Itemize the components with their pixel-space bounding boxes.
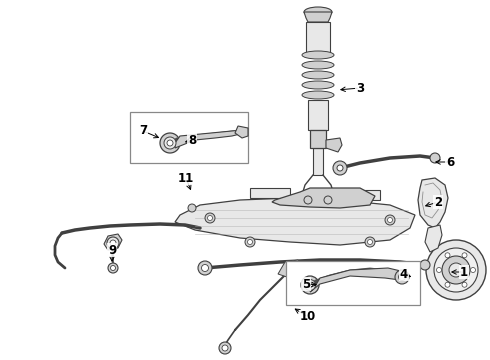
Circle shape	[445, 253, 450, 258]
Circle shape	[388, 217, 392, 222]
Text: 9: 9	[108, 243, 116, 256]
Polygon shape	[272, 188, 375, 208]
Circle shape	[160, 133, 180, 153]
Circle shape	[167, 140, 173, 146]
Polygon shape	[326, 138, 342, 152]
Circle shape	[395, 270, 409, 284]
Circle shape	[198, 261, 212, 275]
Text: 2: 2	[434, 195, 442, 208]
Text: 10: 10	[300, 310, 316, 324]
Polygon shape	[425, 225, 442, 252]
Text: 7: 7	[139, 125, 147, 138]
Circle shape	[385, 215, 395, 225]
Circle shape	[462, 282, 467, 287]
Polygon shape	[175, 198, 415, 245]
Polygon shape	[278, 260, 302, 278]
Text: 4: 4	[400, 267, 408, 280]
Polygon shape	[250, 188, 290, 198]
Circle shape	[430, 153, 440, 163]
Circle shape	[308, 283, 313, 288]
Polygon shape	[313, 148, 323, 175]
Polygon shape	[306, 22, 330, 55]
Polygon shape	[304, 12, 332, 22]
Circle shape	[219, 342, 231, 354]
Circle shape	[437, 267, 441, 273]
Polygon shape	[330, 190, 380, 200]
Ellipse shape	[302, 51, 334, 59]
Circle shape	[207, 216, 213, 220]
Text: 3: 3	[356, 81, 364, 94]
Polygon shape	[418, 178, 448, 228]
Polygon shape	[235, 126, 248, 138]
Circle shape	[111, 266, 116, 270]
Circle shape	[108, 263, 118, 273]
Circle shape	[222, 345, 228, 351]
Circle shape	[201, 265, 209, 271]
Circle shape	[368, 239, 372, 244]
Circle shape	[324, 196, 332, 204]
Ellipse shape	[302, 81, 334, 89]
Ellipse shape	[302, 91, 334, 99]
Ellipse shape	[302, 71, 334, 79]
Circle shape	[449, 263, 463, 277]
Circle shape	[164, 137, 176, 149]
Circle shape	[365, 237, 375, 247]
Polygon shape	[175, 130, 242, 148]
Circle shape	[470, 267, 475, 273]
Circle shape	[426, 240, 486, 300]
Circle shape	[247, 239, 252, 244]
Circle shape	[245, 237, 255, 247]
Circle shape	[205, 213, 215, 223]
Circle shape	[333, 161, 347, 175]
Bar	[130, 112, 248, 163]
Text: 1: 1	[460, 266, 468, 279]
Circle shape	[301, 276, 319, 294]
Ellipse shape	[304, 7, 332, 17]
Circle shape	[434, 248, 478, 292]
Circle shape	[107, 237, 119, 249]
Circle shape	[188, 204, 196, 212]
Text: 11: 11	[178, 171, 194, 184]
Circle shape	[462, 253, 467, 258]
Bar	[286, 261, 420, 305]
Circle shape	[110, 240, 116, 246]
Circle shape	[304, 279, 316, 291]
Circle shape	[337, 165, 343, 171]
Polygon shape	[308, 100, 328, 130]
Circle shape	[304, 196, 312, 204]
Circle shape	[445, 282, 450, 287]
Text: 6: 6	[446, 156, 454, 168]
Polygon shape	[104, 234, 122, 250]
Polygon shape	[310, 268, 405, 292]
Circle shape	[398, 274, 406, 280]
Text: 8: 8	[188, 134, 196, 147]
Polygon shape	[310, 130, 326, 148]
Text: 5: 5	[302, 278, 310, 291]
Circle shape	[420, 260, 430, 270]
Circle shape	[442, 256, 470, 284]
Ellipse shape	[302, 61, 334, 69]
